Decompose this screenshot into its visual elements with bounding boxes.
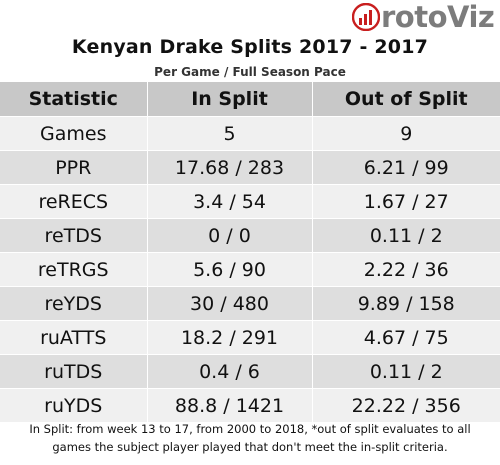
in-split-value: 5: [146, 116, 312, 151]
out-of-split-value: 9: [311, 116, 500, 151]
in-split-value: 88.8 / 1421: [146, 388, 312, 422]
stat-name: ruATTS: [0, 320, 147, 355]
in-split-value: 3.4 / 54: [146, 184, 312, 219]
in-split-value: 5.6 / 90: [146, 252, 312, 287]
in-split-value: 17.68 / 283: [146, 150, 312, 185]
rotoviz-logo: rotoViz: [352, 0, 495, 34]
in-split-value: 0 / 0: [146, 218, 312, 253]
out-of-split-value: 6.21 / 99: [311, 150, 500, 185]
table-row: reTDS 0 / 0 0.11 / 2: [0, 218, 500, 253]
stat-name: ruYDS: [0, 388, 147, 422]
table-row: reTRGS 5.6 / 90 2.22 / 36: [0, 252, 500, 287]
out-of-split-value: 0.11 / 2: [311, 354, 500, 389]
table-row: reYDS 30 / 480 9.89 / 158: [0, 286, 500, 321]
table-row: PPR 17.68 / 283 6.21 / 99: [0, 150, 500, 185]
stat-name: Games: [0, 116, 147, 151]
header-statistic: Statistic: [0, 81, 147, 117]
bar-chart-logo-icon: [352, 3, 380, 31]
table-row: Games 5 9: [0, 116, 500, 151]
stat-name: reRECS: [0, 184, 147, 219]
in-split-value: 0.4 / 6: [146, 354, 312, 389]
stat-name: reTRGS: [0, 252, 147, 287]
out-of-split-value: 1.67 / 27: [311, 184, 500, 219]
table-row: ruTDS 0.4 / 6 0.11 / 2: [0, 354, 500, 389]
splits-table: Statistic In Split Out of Split Games 5 …: [0, 81, 500, 422]
stat-name: PPR: [0, 150, 147, 185]
stat-name: reYDS: [0, 286, 147, 321]
brand-name: rotoViz: [381, 0, 495, 34]
table-row: reRECS 3.4 / 54 1.67 / 27: [0, 184, 500, 219]
header-in-split: In Split: [146, 81, 312, 117]
out-of-split-value: 0.11 / 2: [311, 218, 500, 253]
footnote-line-2: games the subject player played that don…: [52, 440, 448, 454]
page-subtitle: Per Game / Full Season Pace: [154, 65, 346, 79]
out-of-split-value: 2.22 / 36: [311, 252, 500, 287]
footnote-line-1: In Split: from week 13 to 17, from 2000 …: [29, 422, 471, 436]
table-row: ruATTS 18.2 / 291 4.67 / 75: [0, 320, 500, 355]
footnote: In Split: from week 13 to 17, from 2000 …: [0, 420, 500, 456]
header-out-of-split: Out of Split: [311, 81, 500, 117]
stat-name: reTDS: [0, 218, 147, 253]
out-of-split-value: 22.22 / 356: [311, 388, 500, 422]
out-of-split-value: 9.89 / 158: [311, 286, 500, 321]
in-split-value: 30 / 480: [146, 286, 312, 321]
page-title: Kenyan Drake Splits 2017 - 2017: [71, 36, 429, 58]
table-header-row: Statistic In Split Out of Split: [0, 81, 500, 117]
table-row: ruYDS 88.8 / 1421 22.22 / 356: [0, 388, 500, 422]
in-split-value: 18.2 / 291: [146, 320, 312, 355]
stat-name: ruTDS: [0, 354, 147, 389]
out-of-split-value: 4.67 / 75: [311, 320, 500, 355]
